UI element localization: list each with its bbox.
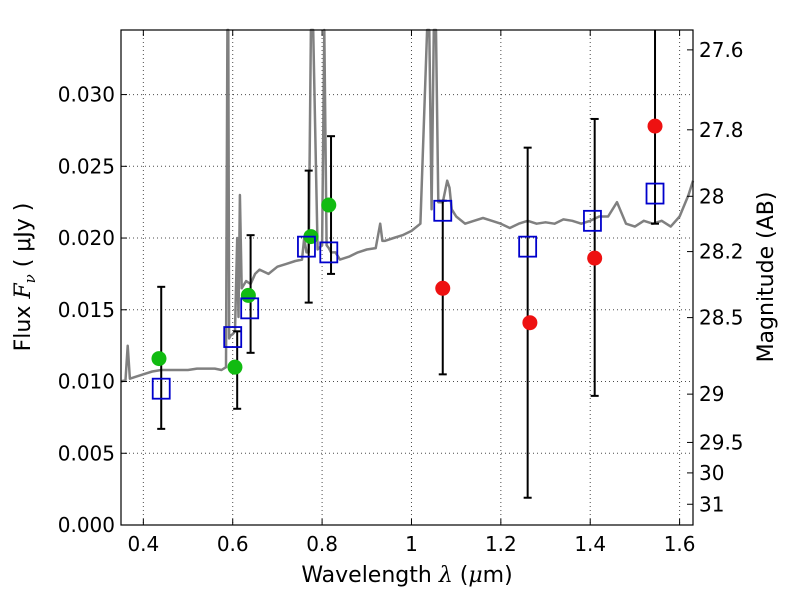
x-tick-label: 0.6 [217,532,249,556]
right-tick-label: 30 [699,461,724,485]
model-square-point [433,199,453,222]
right-tick-label: 29 [699,382,724,406]
right-axis-ticks: 27.6 27.8 28 28.2 28.5 29 29.5 30 31 [687,38,744,516]
red-data-point [647,118,663,134]
right-tick-label: 29.5 [699,430,744,454]
green-data-point [227,359,243,375]
x-axis-ticks: 0.4 0.6 0.8 1 1.2 1.4 1.6 [127,30,696,556]
x-tick-label: 1.2 [485,532,517,556]
red-data-point [587,250,603,266]
model-square-points [151,182,665,400]
model-square-point [297,235,316,258]
observed-red-points [435,118,663,331]
model-square-point [645,182,665,205]
right-tick-label: 27.6 [699,38,744,62]
right-tick-label: 28.2 [699,240,744,264]
green-data-point [321,197,337,213]
right-axis-title: Magnitude (AB) [754,192,779,363]
model-square-point [518,235,538,258]
y-tick-label: 0.020 [58,226,115,250]
y-tick-label: 0.025 [58,154,115,178]
x-tick-label: 1.6 [664,532,696,556]
x-tick-label: 0.8 [306,532,338,556]
y-tick-label: 0.005 [58,441,115,465]
red-data-point [522,315,538,331]
y-tick-label: 0.010 [58,370,115,394]
y-tick-label: 0.030 [58,83,115,107]
right-tick-label: 28 [699,184,724,208]
plot-frame [120,29,694,526]
x-tick-label: 0.4 [127,532,159,556]
x-axis-title: Wavelength λ (μm) [301,563,512,588]
x-tick-label: 1 [405,532,418,556]
x-tick-label: 1.4 [574,532,606,556]
model-square-point [319,241,339,264]
red-data-point [435,280,451,296]
model-square-point [223,326,243,348]
green-data-point [240,287,256,303]
green-data-point [151,351,167,367]
model-square-point [583,209,602,232]
right-tick-label: 28.5 [699,306,744,330]
model-square-point [240,297,260,320]
plot-background [121,30,693,525]
y-axis-ticks: 0.000 0.005 0.010 0.015 0.020 0.025 0.030 [58,83,127,537]
right-tick-label: 31 [699,492,724,516]
y-tick-label: 0.015 [58,298,115,322]
model-square-point [151,377,171,400]
grid-lines [121,30,693,525]
right-tick-label: 27.8 [699,118,744,142]
y-axis-title: Flux Fν ( μJy ) [11,203,39,352]
y-tick-label: 0.000 [58,513,115,537]
